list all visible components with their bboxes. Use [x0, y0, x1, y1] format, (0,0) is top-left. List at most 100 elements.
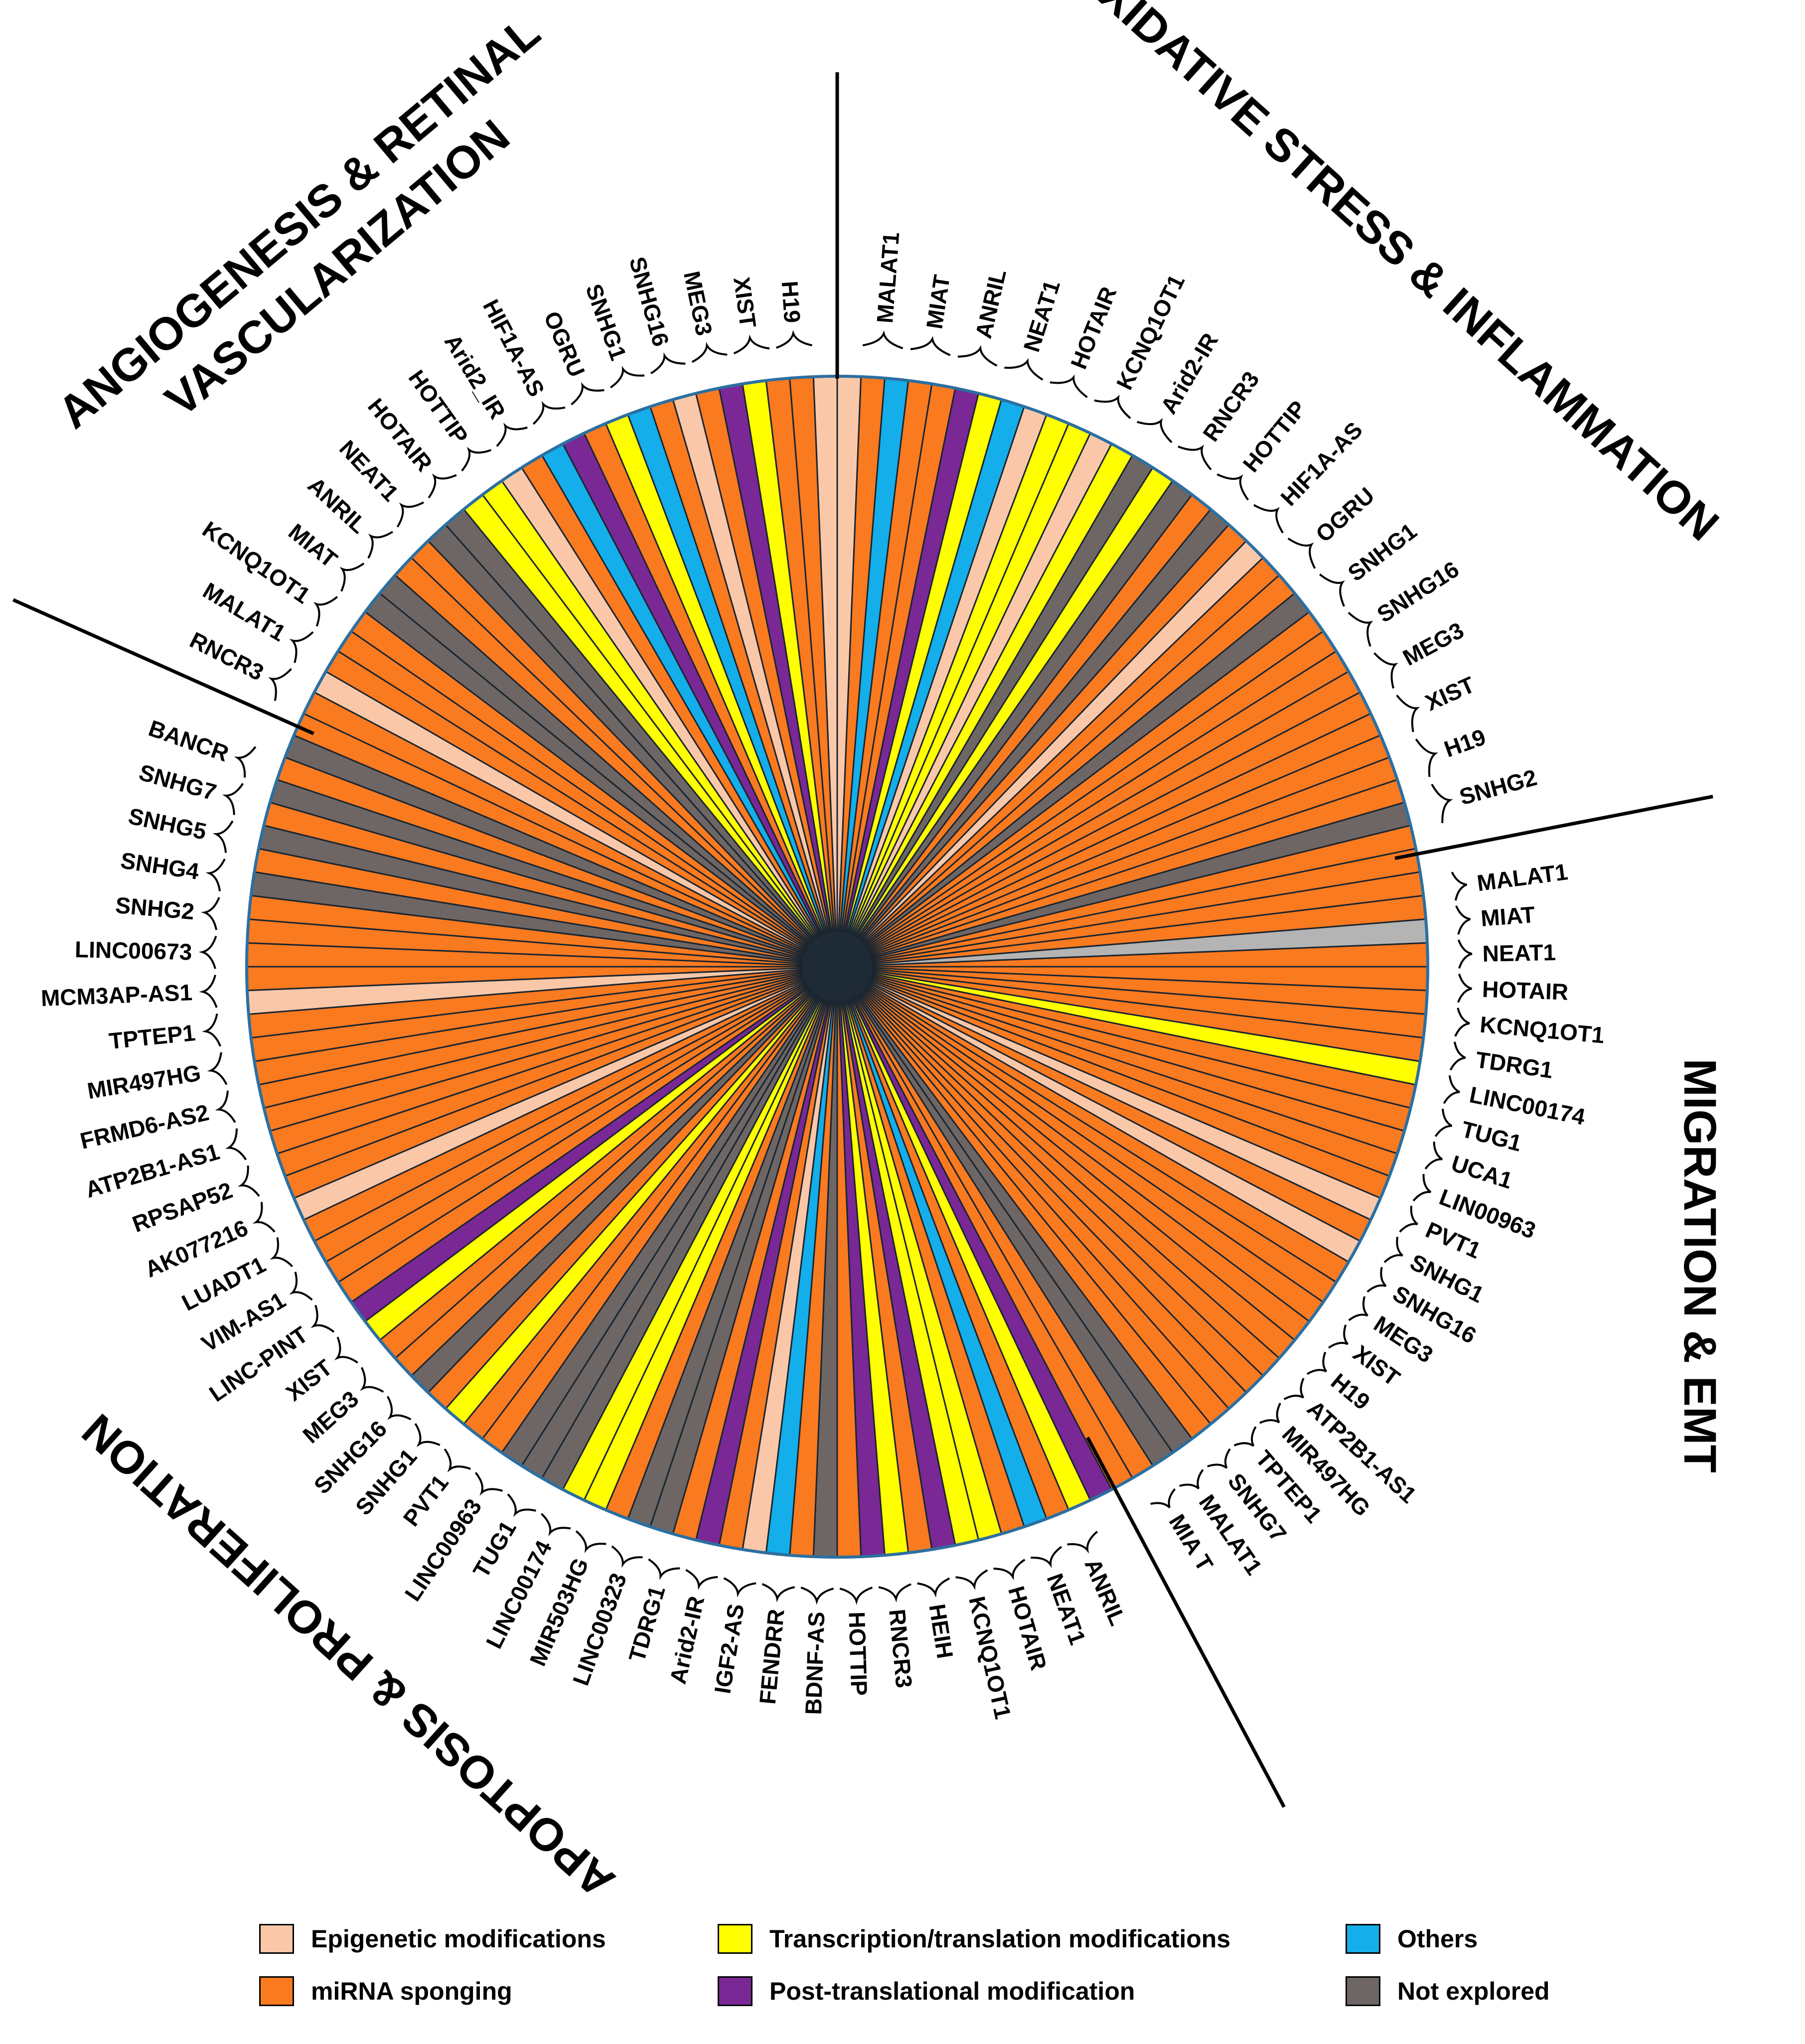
gene-bracket	[1457, 939, 1473, 969]
gene-bracket	[532, 401, 566, 425]
gene-brackets	[198, 330, 1473, 1605]
gene-bracket	[202, 1014, 222, 1047]
gene-bracket	[723, 1577, 756, 1598]
gene-label-oxidative-stress: OGRU	[1311, 482, 1379, 548]
gene-label-angiogenesis: SNHG1	[581, 281, 631, 364]
gene-bracket	[444, 1448, 471, 1472]
section-dividers	[12, 72, 1713, 1808]
gene-label-angiogenesis: OGRU	[539, 307, 590, 381]
gene-label-migration-emt: TDRG1	[1474, 1046, 1555, 1083]
gene-label-apoptosis-proliferation: SNHG5	[126, 803, 209, 845]
legend-label-mirna: miRNA sponging	[311, 1977, 512, 2005]
gene-label-apoptosis-proliferation: MCM3AP-AS1	[40, 979, 193, 1011]
gene-bracket	[839, 1587, 873, 1605]
gene-label-oxidative-stress: SNHG1	[1343, 518, 1422, 586]
gene-label-migration-emt: MIAT	[1480, 901, 1536, 931]
gene-bracket	[1396, 694, 1420, 732]
gene-label-angiogenesis: XIST	[729, 275, 761, 329]
gene-label-apoptosis-proliferation: IGF2-AS	[709, 1602, 749, 1695]
gene-bracket	[270, 1237, 294, 1268]
gene-label-apoptosis-proliferation: XIST	[281, 1354, 337, 1406]
gene-label-migration-emt: HOTAIR	[1482, 976, 1569, 1005]
gene-bracket	[474, 1472, 503, 1496]
gene-label-apoptosis-proliferation: ANRIL	[1080, 1555, 1131, 1629]
gene-bracket	[541, 1513, 571, 1536]
gene-bracket	[733, 334, 770, 355]
gene-bracket	[198, 935, 217, 969]
gene-bracket	[1050, 374, 1088, 398]
gene-bracket	[761, 1583, 795, 1603]
gene-bracket	[957, 345, 998, 367]
gene-bracket	[1319, 574, 1345, 607]
legend-swatch-transcription	[718, 1924, 752, 1954]
gene-bracket	[507, 1493, 536, 1517]
gene-bracket	[1383, 1236, 1403, 1263]
gene-bracket	[1348, 611, 1373, 647]
gene-bracket	[1415, 738, 1438, 777]
gene-bracket	[1031, 1546, 1062, 1569]
gene-bracket	[428, 473, 457, 499]
gene-bracket	[334, 1336, 358, 1364]
gene-bracket	[1137, 418, 1173, 443]
gene-bracket	[571, 382, 604, 406]
gene-bracket	[1451, 872, 1468, 901]
gene-bracket	[496, 423, 528, 447]
section-divider-line	[1086, 1437, 1286, 1808]
gene-bracket	[1178, 444, 1212, 470]
gene-bracket	[212, 820, 234, 853]
gene-bracket	[1366, 1267, 1387, 1293]
gene-bracket	[237, 1166, 260, 1197]
gene-label-apoptosis-proliferation: RNCR3	[884, 1608, 917, 1689]
gene-label-apoptosis-proliferation: HOTTIP	[844, 1611, 872, 1696]
gene-bracket	[1207, 1448, 1231, 1469]
gene-bracket	[1283, 1378, 1305, 1400]
gene-label-apoptosis-proliferation: BANCR	[146, 715, 232, 767]
gene-label-oxidative-stress: NEAT1	[1018, 277, 1065, 355]
gene-label-apoptosis-proliferation: TDRG1	[623, 1583, 670, 1665]
gene-bracket	[396, 501, 424, 528]
gene-bracket	[207, 1052, 228, 1085]
gene-label-migration-emt: MALAT1	[1476, 859, 1569, 896]
legend-label-not-explored: Not explored	[1397, 1977, 1550, 2005]
gene-bracket	[199, 975, 218, 1008]
gene-bracket	[360, 1367, 384, 1393]
legend-label-transcription: Transcription/translation modifications	[769, 1925, 1231, 1953]
gene-label-apoptosis-proliferation: SNHG7	[136, 759, 219, 805]
legend-swatch-ptm	[718, 1976, 752, 2006]
gene-label-migration-emt: NEAT1	[1482, 939, 1556, 967]
gene-label-apoptosis-proliferation: NEAT1	[1042, 1570, 1091, 1648]
gene-bracket	[414, 1423, 441, 1448]
legend-swatch-not-explored	[1346, 1976, 1380, 2006]
legend: Epigenetic modifications Transcription/t…	[259, 1921, 1605, 2016]
gene-label-oxidative-stress: ANRIL	[970, 267, 1011, 341]
gene-label-oxidative-stress: MALAT1	[872, 231, 904, 324]
gene-bracket	[310, 1305, 335, 1333]
gene-label-angiogenesis: H19	[777, 280, 806, 324]
gene-bracket	[611, 1545, 643, 1568]
gene-bracket	[800, 1587, 834, 1605]
gene-label-apoptosis-proliferation: Arid2-IR	[665, 1594, 710, 1686]
gene-bracket	[1348, 1296, 1368, 1321]
gene-bracket	[313, 596, 338, 627]
legend-label-epigenetic: Epigenetic modifications	[311, 1925, 606, 1953]
gene-label-oxidative-stress: RNCR3	[1198, 367, 1264, 446]
legend-swatch-epigenetic	[259, 1924, 294, 1954]
gene-label-apoptosis-proliferation: PVT1	[398, 1470, 453, 1531]
section-divider-line	[12, 598, 314, 735]
gene-bracket	[776, 330, 813, 349]
gene-label-apoptosis-proliferation: HEIH	[924, 1602, 958, 1660]
gene-label-apoptosis-proliferation: FENDRR	[754, 1608, 789, 1706]
gene-bracket	[289, 1272, 313, 1301]
gene-bracket	[1004, 358, 1044, 381]
legend-item-mirna: miRNA sponging	[259, 1973, 512, 2009]
legend-item-transcription: Transcription/translation modifications	[718, 1921, 1230, 1957]
gene-bracket	[1431, 783, 1453, 823]
section-divider-line	[1394, 795, 1713, 860]
legend-item-others: Others	[1346, 1921, 1478, 1957]
legend-label-ptm: Post-translational modification	[769, 1977, 1135, 2005]
gene-bracket	[1328, 1324, 1349, 1349]
gene-bracket	[685, 1569, 718, 1590]
gene-label-apoptosis-proliferation: SNHG4	[119, 847, 201, 884]
gene-bracket	[1412, 1174, 1432, 1202]
